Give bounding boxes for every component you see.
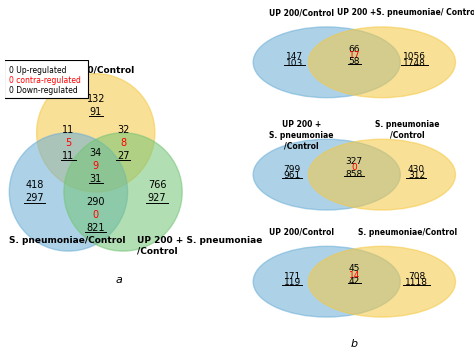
Text: UP 200/Control: UP 200/Control <box>269 8 334 17</box>
Text: 0 contra-regulated: 0 contra-regulated <box>9 76 81 85</box>
Text: 42: 42 <box>349 277 360 286</box>
Circle shape <box>36 74 155 192</box>
Text: 91: 91 <box>90 107 102 117</box>
Text: 430: 430 <box>408 165 425 174</box>
Text: 27: 27 <box>117 151 129 161</box>
Text: 0: 0 <box>93 210 99 220</box>
Text: 119: 119 <box>283 278 301 287</box>
Text: 1118: 1118 <box>405 278 428 287</box>
Text: UP 200/Control: UP 200/Control <box>269 227 334 237</box>
Text: 327: 327 <box>346 157 363 166</box>
Text: 14: 14 <box>349 271 360 279</box>
Text: b: b <box>351 339 358 349</box>
Circle shape <box>9 133 128 251</box>
Text: S. pneumoniae/Control: S. pneumoniae/Control <box>357 227 457 237</box>
Text: S. pneumoniae/Control: S. pneumoniae/Control <box>9 236 126 245</box>
Text: UP 200 +
S. pneumoniae
/Control: UP 200 + S. pneumoniae /Control <box>269 120 334 150</box>
Text: UP 200 +S. pneumoniae/ Control: UP 200 +S. pneumoniae/ Control <box>337 8 474 17</box>
Text: 0 Down-regulated: 0 Down-regulated <box>9 86 78 95</box>
Text: S. pneumoniae
/Control: S. pneumoniae /Control <box>375 120 439 140</box>
Text: 1056: 1056 <box>402 52 426 61</box>
FancyBboxPatch shape <box>4 60 88 98</box>
Text: 708: 708 <box>408 272 425 281</box>
Text: 171: 171 <box>283 272 301 281</box>
Text: 766: 766 <box>148 180 166 191</box>
Circle shape <box>308 246 456 317</box>
Text: 34: 34 <box>90 148 102 158</box>
Circle shape <box>64 133 182 251</box>
Text: 32: 32 <box>117 125 129 135</box>
Text: 11: 11 <box>62 125 74 135</box>
Text: 961: 961 <box>283 171 301 180</box>
Circle shape <box>253 246 400 317</box>
Text: 58: 58 <box>348 58 360 66</box>
Text: 418: 418 <box>25 180 44 191</box>
Circle shape <box>308 139 456 210</box>
Circle shape <box>253 139 400 210</box>
Text: 799: 799 <box>283 165 301 174</box>
Text: UP 200 + S. pneumoniae
/Control: UP 200 + S. pneumoniae /Control <box>137 236 262 256</box>
Circle shape <box>253 27 400 98</box>
Text: 45: 45 <box>349 264 360 273</box>
Text: 11: 11 <box>62 151 74 161</box>
Text: a: a <box>115 275 122 285</box>
Text: 927: 927 <box>148 193 166 204</box>
Text: 5: 5 <box>65 138 72 148</box>
Text: UP 200/Control: UP 200/Control <box>58 66 134 75</box>
Text: 66: 66 <box>348 45 360 54</box>
Text: 858: 858 <box>346 170 363 179</box>
Text: 9: 9 <box>93 161 99 171</box>
Text: 31: 31 <box>90 174 102 184</box>
Text: 8: 8 <box>120 138 126 148</box>
Text: 132: 132 <box>86 94 105 104</box>
Text: 312: 312 <box>408 171 425 180</box>
Text: 103: 103 <box>286 59 303 68</box>
Text: 0 Up-regulated: 0 Up-regulated <box>9 66 67 75</box>
Text: 1748: 1748 <box>402 59 426 68</box>
Text: 297: 297 <box>25 193 44 204</box>
Text: 147: 147 <box>286 52 303 61</box>
Text: 290: 290 <box>86 197 105 207</box>
Text: 0: 0 <box>351 164 357 172</box>
Text: 821: 821 <box>86 223 105 233</box>
Circle shape <box>308 27 456 98</box>
Text: 17: 17 <box>348 51 360 60</box>
